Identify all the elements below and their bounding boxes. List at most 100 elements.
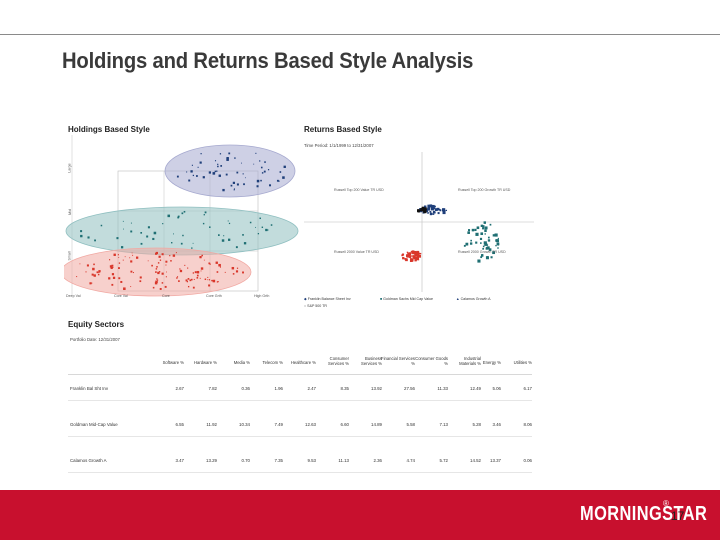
returns-point-teal bbox=[484, 229, 487, 233]
holding-point-large bbox=[276, 179, 279, 182]
sector-cell: 14.89 bbox=[371, 422, 382, 427]
holding-point-small bbox=[86, 264, 89, 267]
returns-point-navy bbox=[427, 207, 430, 210]
holdings-x-label-3: Core bbox=[162, 294, 170, 298]
returns-point-red bbox=[410, 257, 412, 259]
returns-point-navy bbox=[445, 209, 448, 212]
holding-point-large bbox=[192, 174, 195, 177]
holding-point-small bbox=[235, 270, 239, 273]
holding-point-small bbox=[199, 256, 202, 259]
holding-point-mid bbox=[218, 234, 220, 236]
sector-cell: 7.82 bbox=[208, 386, 217, 391]
holding-point-mid bbox=[167, 214, 171, 218]
holding-point-small bbox=[79, 263, 81, 265]
holding-point-small bbox=[151, 264, 153, 267]
returns-point-teal bbox=[489, 223, 492, 226]
sector-row-divider bbox=[68, 472, 532, 473]
holding-point-large bbox=[186, 171, 188, 173]
returns-point-teal bbox=[475, 241, 478, 244]
holding-point-mid bbox=[177, 216, 180, 219]
holding-point-mid bbox=[223, 235, 225, 237]
legend-marker-navy: ◆ bbox=[304, 297, 308, 301]
sector-cell: 12.49 bbox=[470, 386, 481, 391]
returns-point-teal bbox=[467, 231, 470, 234]
returns-point-navy bbox=[444, 209, 446, 212]
holding-point-mid bbox=[80, 230, 83, 233]
holding-point-large bbox=[244, 177, 246, 179]
returns-point-teal bbox=[487, 236, 490, 239]
returns-point-navy bbox=[423, 205, 427, 208]
returns-point-black bbox=[419, 209, 421, 212]
holding-point-small bbox=[178, 280, 180, 282]
returns-point-teal bbox=[465, 242, 469, 246]
holding-point-small bbox=[169, 255, 171, 257]
holding-point-mid bbox=[267, 229, 269, 231]
holding-point-small bbox=[186, 281, 189, 283]
sector-header-financial-services: Financial Services % bbox=[381, 356, 415, 366]
holding-point-large bbox=[190, 170, 193, 173]
sector-cell: 13.37 bbox=[490, 458, 501, 463]
holding-point-small bbox=[111, 273, 115, 276]
sector-cell: 6.60 bbox=[340, 422, 349, 427]
holding-point-small bbox=[159, 287, 162, 290]
holding-point-large bbox=[188, 179, 191, 182]
holdings-x-label-1: Deep Val bbox=[66, 294, 81, 298]
holding-point-small bbox=[93, 263, 95, 266]
holding-point-large bbox=[200, 153, 202, 155]
sector-header-energy: Energy % bbox=[482, 360, 501, 365]
sector-cell: 5.06 bbox=[492, 386, 501, 391]
legend-label-3: Calamos Growth A bbox=[460, 297, 491, 301]
holding-point-small bbox=[117, 254, 119, 256]
returns-point-navy bbox=[430, 207, 434, 211]
sector-cell: 7.13 bbox=[439, 422, 448, 427]
holding-point-small bbox=[120, 280, 123, 283]
holding-point-small bbox=[196, 274, 199, 277]
returns-point-teal bbox=[482, 227, 485, 230]
legend-marker-circle: ○ bbox=[304, 304, 308, 308]
returns-point-red bbox=[416, 250, 420, 254]
returns-point-red bbox=[419, 252, 422, 255]
returns-point-teal bbox=[497, 237, 499, 240]
holding-point-small bbox=[175, 252, 177, 254]
sector-cell: 2.47 bbox=[307, 386, 316, 391]
sector-cell: 4.74 bbox=[406, 458, 415, 463]
holding-point-small bbox=[201, 254, 203, 257]
returns-point-teal bbox=[477, 259, 481, 263]
sector-cell: 11.92 bbox=[206, 422, 217, 427]
returns-point-black bbox=[421, 206, 424, 209]
returns-point-navy bbox=[427, 212, 429, 214]
holding-point-large bbox=[208, 171, 211, 174]
holding-point-small bbox=[76, 276, 78, 278]
holding-point-large bbox=[233, 188, 235, 190]
sectors-title: Equity Sectors bbox=[68, 320, 125, 329]
sector-cell: 10.34 bbox=[239, 422, 250, 427]
holding-point-large bbox=[256, 185, 259, 188]
returns-point-navy bbox=[427, 206, 430, 208]
holding-point-small bbox=[108, 277, 111, 280]
holding-point-mid bbox=[130, 230, 133, 233]
holding-point-large bbox=[202, 176, 205, 179]
holding-point-small bbox=[179, 269, 183, 273]
holding-point-large bbox=[232, 181, 236, 184]
holding-point-small bbox=[157, 262, 160, 264]
holding-point-mid bbox=[202, 222, 205, 225]
footer-bar bbox=[0, 490, 720, 540]
sector-cell: 5.28 bbox=[472, 422, 481, 427]
returns-legend-3: ▲ Calamos Growth A bbox=[456, 297, 491, 301]
holding-point-mid bbox=[242, 234, 244, 236]
holding-point-mid bbox=[130, 222, 132, 224]
holding-point-large bbox=[214, 170, 217, 173]
returns-label-bottom-left: Russell 2000 Value TR USD bbox=[334, 250, 380, 254]
holding-point-small bbox=[97, 273, 100, 276]
holding-point-small bbox=[111, 283, 114, 286]
holding-point-small bbox=[170, 260, 172, 262]
returns-time-period: Time Period: 1/1/1999 to 12/31/2007 bbox=[304, 143, 374, 148]
sector-cell: 11.33 bbox=[437, 386, 448, 391]
sector-cell: 8.06 bbox=[523, 422, 532, 427]
returns-point-red bbox=[417, 258, 420, 261]
sector-row-divider bbox=[68, 436, 532, 437]
holdings-y-label-3: Small bbox=[67, 251, 72, 261]
holding-point-small bbox=[208, 284, 211, 287]
sector-cell: 0.36 bbox=[241, 386, 250, 391]
holding-point-large bbox=[225, 173, 228, 176]
